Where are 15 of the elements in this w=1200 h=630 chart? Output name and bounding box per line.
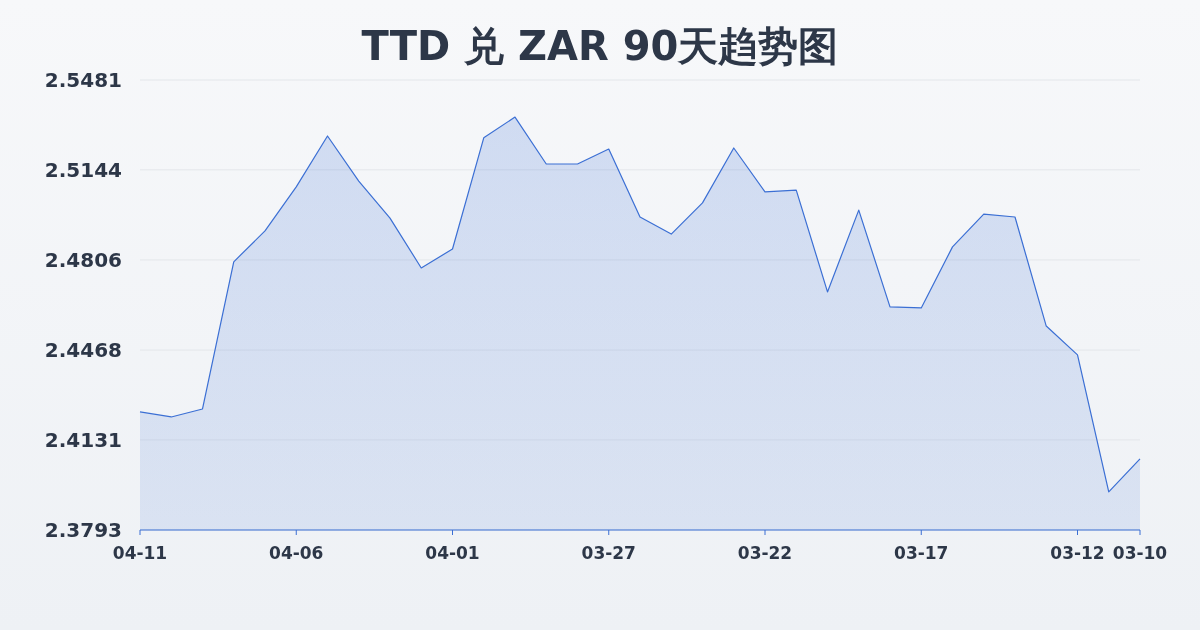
x-tick-label: 04-11 <box>112 543 168 563</box>
x-tick-label: 03-12 <box>1050 543 1105 563</box>
x-tick-label: 04-06 <box>269 543 324 563</box>
x-tick-label: 03-27 <box>581 543 636 563</box>
y-tick-label: 2.5481 <box>44 68 122 92</box>
chart-title: TTD 兑 ZAR 90天趋势图 <box>361 23 839 69</box>
y-tick-label: 2.5144 <box>44 157 122 182</box>
y-tick-label: 2.4806 <box>44 247 122 272</box>
y-tick-label: 2.3793 <box>44 518 122 542</box>
x-tick-label: 03-17 <box>894 543 949 563</box>
x-tick-label: 04-01 <box>425 543 480 563</box>
x-tick-label: 03-10 <box>1112 543 1168 563</box>
x-tick-label: 03-22 <box>737 543 793 563</box>
y-tick-label: 2.4131 <box>44 427 122 452</box>
y-tick-label: 2.4468 <box>44 338 122 363</box>
